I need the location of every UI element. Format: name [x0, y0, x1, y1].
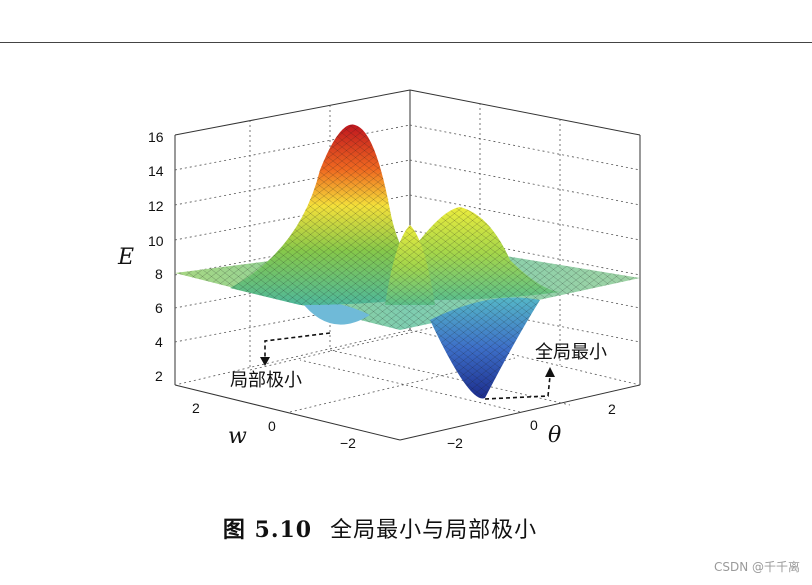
caption-text: 全局最小与局部极小: [330, 518, 538, 543]
watermark: CSDN @千千离: [713, 560, 800, 574]
local-minimum-label: 局部极小: [230, 370, 302, 391]
global-minimum-arrowhead: [545, 367, 555, 377]
z-axis-ticks: 16 14 12 10 8 6 4 2: [148, 129, 164, 384]
theta-axis-label: θ: [548, 423, 561, 448]
global-minimum-label: 全局最小: [535, 342, 607, 363]
local-minimum-arrowhead: [260, 357, 270, 366]
z-tick: 14: [148, 163, 164, 179]
z-axis-label: E: [117, 245, 134, 270]
w-tick: −2: [340, 435, 356, 451]
surface: [175, 124, 640, 399]
w-axis-label: w: [228, 424, 247, 449]
local-minimum-dip: [300, 300, 370, 325]
z-tick: 6: [155, 300, 163, 316]
z-tick: 16: [148, 129, 164, 145]
theta-axis-ticks: −2 0 2: [447, 401, 616, 451]
figure-caption: 图 5.10 全局最小与局部极小: [0, 512, 760, 544]
z-tick: 2: [155, 368, 163, 384]
w-tick: 0: [268, 418, 276, 434]
theta-tick: −2: [447, 435, 463, 451]
z-tick: 10: [148, 233, 164, 249]
local-minimum-arrow: [264, 332, 331, 358]
top-rule: [0, 42, 812, 43]
w-tick: 2: [192, 400, 200, 416]
theta-tick: 2: [608, 401, 616, 417]
z-tick: 4: [155, 334, 163, 350]
theta-tick: 0: [530, 417, 538, 433]
z-tick: 8: [155, 266, 163, 282]
figure-number: 图 5.10: [222, 517, 313, 543]
global-minimum-arrow: [484, 375, 551, 400]
surface-plot: 16 14 12 10 8 6 4 2 E 2 0 −2 w −2 0 2 θ …: [117, 89, 641, 451]
w-axis-ticks: 2 0 −2: [192, 400, 356, 451]
z-tick: 12: [148, 198, 164, 214]
